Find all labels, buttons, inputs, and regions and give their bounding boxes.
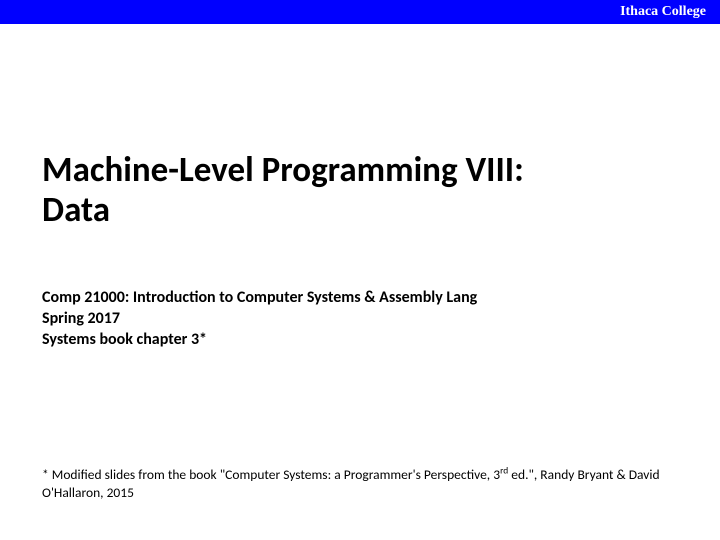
course-line-1: Comp 21000: Introduction to Computer Sys… — [42, 288, 477, 307]
footnote: * Modified slides from the book "Compute… — [42, 466, 682, 501]
course-line-2: Spring 2017 — [42, 309, 120, 328]
header-institution: Ithaca College — [620, 4, 706, 20]
header-bar: Ithaca College — [0, 0, 720, 24]
title-line-1: Machine-Level Programming VIII: — [42, 149, 524, 191]
course-line-3: Systems book chapter 3* — [42, 330, 207, 349]
footnote-prefix: * Modified slides from the book "Compute… — [42, 466, 500, 483]
footnote-sup: rd — [500, 465, 508, 477]
title-line-2: Data — [42, 189, 110, 231]
course-info: Comp 21000: Introduction to Computer Sys… — [42, 288, 477, 350]
slide-title: Machine-Level Programming VIII: Data — [42, 150, 524, 231]
